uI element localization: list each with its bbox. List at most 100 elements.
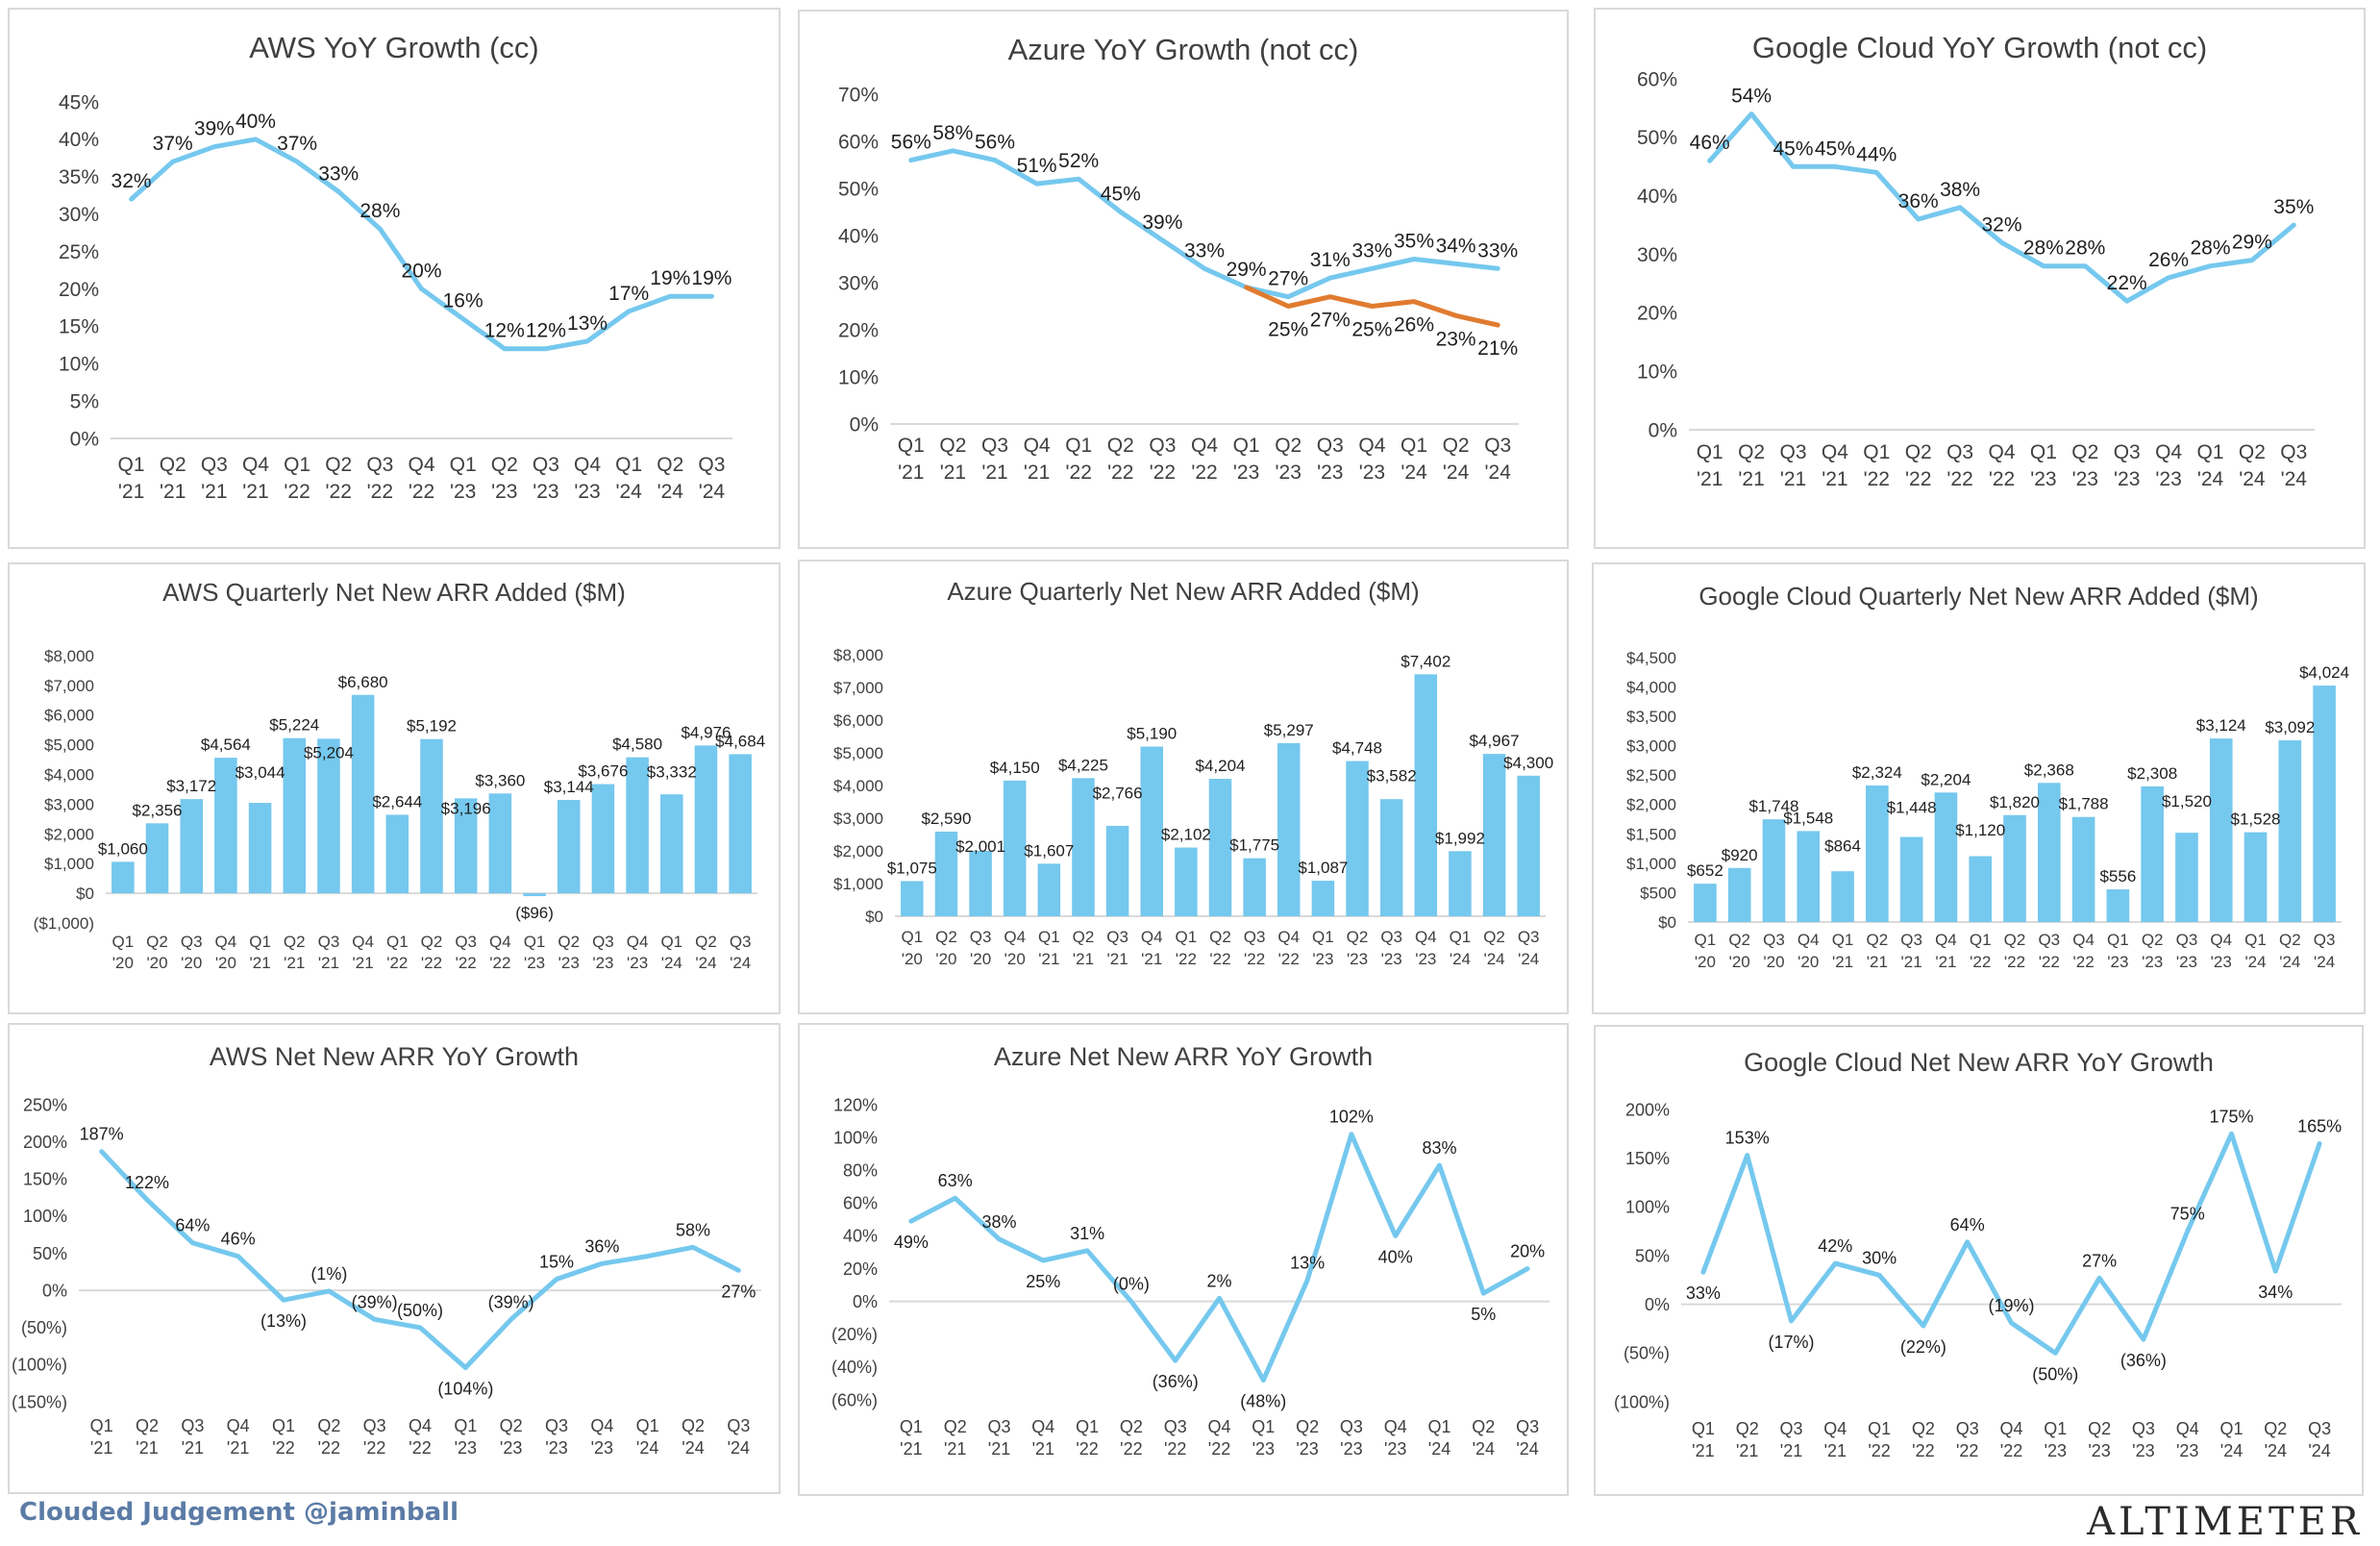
bar <box>2106 889 2130 922</box>
y-tick-label: $6,000 <box>44 707 94 725</box>
data-label: 28% <box>2065 237 2105 260</box>
x-tick-label-quarter: Q2 <box>1120 1417 1143 1436</box>
x-tick-label-quarter: Q4 <box>2176 1419 2199 1438</box>
y-tick-label: 250% <box>23 1095 67 1114</box>
data-label: 20% <box>401 260 441 282</box>
x-tick-label-year: '21 <box>250 954 271 972</box>
x-tick-label-quarter: Q2 <box>2004 931 2026 949</box>
chart-svg: (100%) (50%) 0% 50% 100% 150% 200% Q1 '21 Q2 '21 Q3… <box>1614 1100 2342 1460</box>
data-label: 32% <box>1981 213 2021 236</box>
data-label: $2,204 <box>1921 770 1971 788</box>
y-tick-label: $3,000 <box>833 810 883 828</box>
x-tick-label-year: '23 <box>2107 953 2128 971</box>
x-tick-label-quarter: Q1 <box>90 1416 113 1435</box>
bar <box>2003 814 2026 922</box>
data-label: 39% <box>194 118 235 140</box>
x-tick-label-quarter: Q3 <box>1779 441 1806 463</box>
y-tick-label: 150% <box>1625 1149 1670 1168</box>
data-label: $2,356 <box>133 801 183 819</box>
x-tick-label-quarter: Q1 <box>1176 928 1198 946</box>
x-tick-label-quarter: Q2 <box>558 933 580 951</box>
bar <box>1072 778 1095 916</box>
x-tick-label-quarter: Q2 <box>2264 1419 2287 1438</box>
bar <box>1517 775 1540 916</box>
x-tick-label-year: '23 <box>2114 468 2140 490</box>
x-tick-label-year: '22 <box>1150 461 1176 484</box>
x-tick-label-quarter: Q2 <box>1347 928 1369 946</box>
y-tick-label: $4,000 <box>1626 679 1676 697</box>
data-label: $1,060 <box>98 839 148 858</box>
x-tick-label-quarter: Q3 <box>1956 1419 1979 1438</box>
x-tick-label-quarter: Q2 <box>1443 435 1470 457</box>
y-tick-label: 30% <box>59 204 99 226</box>
y-tick-label: $1,000 <box>833 875 883 893</box>
data-label: 33% <box>1477 239 1518 262</box>
y-tick-label: 25% <box>59 241 99 263</box>
y-tick-label: 0% <box>853 1292 878 1311</box>
x-tick-label-quarter: Q3 <box>1484 435 1511 457</box>
x-tick-label-year: '22 <box>1912 1441 1934 1460</box>
x-tick-label-quarter: Q4 <box>1358 435 1385 457</box>
chart-panel-aws-arr: AWS Quarterly Net New ARR Added ($M) ($1… <box>8 562 781 1014</box>
x-tick-label-quarter: Q3 <box>1763 931 1785 949</box>
x-tick-label-year: '21 <box>1073 950 1094 968</box>
x-tick-label-year: '21 <box>227 1438 249 1458</box>
x-tick-label-year: '21 <box>1141 950 1162 968</box>
chart-title: Azure Net New ARR YoY Growth <box>993 1042 1374 1071</box>
y-tick-label: (60%) <box>831 1390 878 1409</box>
y-tick-label: 60% <box>1637 68 1677 90</box>
data-label: 33% <box>318 162 359 185</box>
chart-title: Google Cloud Quarterly Net New ARR Added… <box>1698 582 2259 611</box>
data-label: $2,368 <box>2024 761 2074 779</box>
x-tick-label-year: '20 <box>970 950 991 968</box>
x-tick-label-year: '21 <box>284 954 305 972</box>
x-tick-label-year: '22 <box>1278 950 1300 968</box>
x-tick-label-quarter: Q4 <box>1797 931 1820 949</box>
x-tick-label-year: '24 <box>730 954 751 972</box>
x-tick-label-quarter: Q2 <box>939 435 966 457</box>
data-label: 64% <box>175 1216 210 1235</box>
x-tick-label-quarter: Q1 <box>1401 435 1427 457</box>
x-tick-label-quarter: Q1 <box>2107 931 2129 949</box>
x-tick-label-quarter: Q2 <box>421 933 443 951</box>
y-tick-label: 40% <box>843 1227 878 1246</box>
x-tick-label-year: '21 <box>353 954 374 972</box>
chart-title: Azure YoY Growth (not cc) <box>1007 33 1359 66</box>
y-tick-label: $4,000 <box>833 777 883 795</box>
chart-title: Azure Quarterly Net New ARR Added ($M) <box>947 577 1420 606</box>
y-tick-label: (50%) <box>1624 1344 1670 1363</box>
y-tick-label: 40% <box>1637 186 1677 208</box>
x-tick-label-year: '21 <box>90 1438 112 1458</box>
data-label: 122% <box>125 1173 169 1192</box>
data-label: 19% <box>691 267 731 289</box>
y-tick-label: $1,500 <box>1626 825 1676 843</box>
x-tick-label-year: '22 <box>1868 1441 1890 1460</box>
data-label: $1,075 <box>887 859 937 877</box>
series-line <box>129 137 714 352</box>
x-tick-label-quarter: Q4 <box>1384 1417 1407 1436</box>
chart-panel-azure-arr: Azure Quarterly Net New ARR Added ($M) $… <box>798 560 1569 1014</box>
x-tick-label-quarter: Q2 <box>317 1416 340 1435</box>
x-tick-label-quarter: Q4 <box>1415 928 1437 946</box>
x-tick-label-quarter: Q1 <box>1233 435 1260 457</box>
data-label: 75% <box>2170 1205 2205 1224</box>
x-tick-label-year: '22 <box>1946 468 1972 490</box>
y-tick-label: $1,000 <box>1626 855 1676 873</box>
chart-panel-gcp-arr-yoy: Google Cloud Net New ARR YoY Growth (100… <box>1594 1025 2364 1496</box>
y-tick-label: 200% <box>1625 1100 1670 1119</box>
data-label: 13% <box>567 312 607 335</box>
x-tick-label-quarter: Q3 <box>981 435 1008 457</box>
chart-panel-aws-yoy: AWS YoY Growth (cc) 0% 5% 10% 15% 20% 25% 30% 3… <box>8 8 781 549</box>
data-label: $4,684 <box>715 732 765 750</box>
x-tick-label-quarter: Q4 <box>1031 1417 1054 1436</box>
series-line <box>1707 112 2296 304</box>
x-tick-label-year: '21 <box>1822 468 1847 490</box>
x-tick-label-year: '23 <box>591 1438 613 1458</box>
x-tick-label-year: '23 <box>1359 461 1385 484</box>
x-tick-label-year: '22 <box>326 481 352 503</box>
bar <box>180 799 203 894</box>
x-tick-label-year: '23 <box>2155 468 2181 490</box>
data-label: $3,332 <box>647 763 697 782</box>
x-tick-label-quarter: Q4 <box>1935 931 1957 949</box>
bar <box>1727 867 1751 922</box>
